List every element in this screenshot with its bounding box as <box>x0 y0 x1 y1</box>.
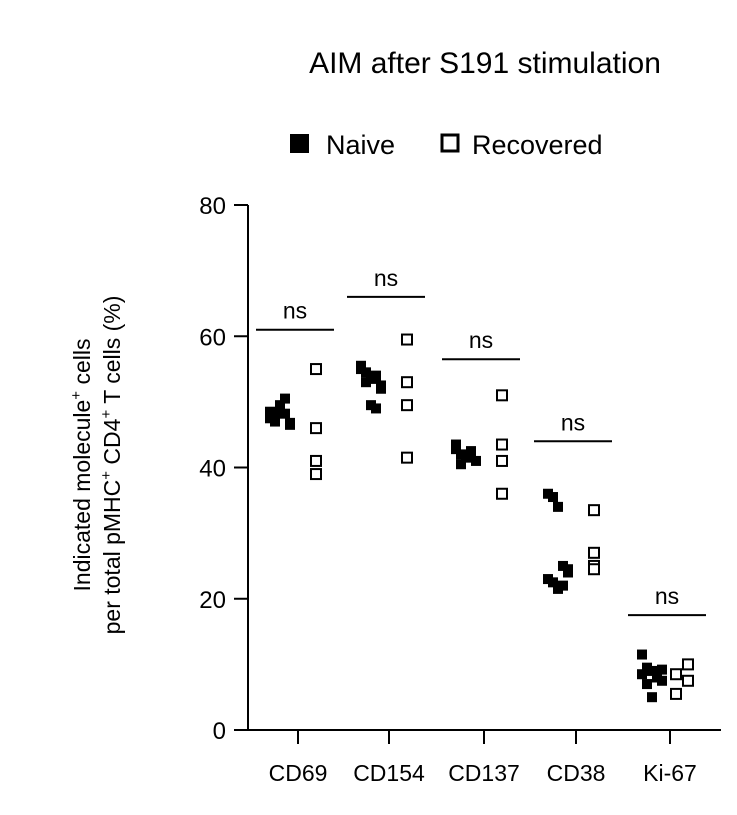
naive-point <box>548 492 558 503</box>
y-axis-label: Indicated molecule+ cells per total pMHC… <box>68 296 125 635</box>
recovered-point <box>496 487 508 500</box>
y-ticks: 0 20 40 60 80 <box>199 193 248 745</box>
naive-point <box>280 393 290 404</box>
naive-point <box>553 501 563 512</box>
recovered-point <box>496 438 508 451</box>
naive-point <box>451 444 461 455</box>
naive-point <box>563 564 573 575</box>
naive-point <box>647 665 657 676</box>
significance-annotations: ns ns ns ns ns <box>256 265 706 617</box>
y-tick-label: 20 <box>199 587 226 614</box>
significance-label: ns <box>655 583 679 609</box>
x-ticks: CD69 CD154 CD137 CD38 Ki-67 <box>269 730 697 786</box>
recovered-point <box>670 668 682 681</box>
recovered-point <box>588 546 600 559</box>
recovered-point <box>682 674 694 687</box>
naive-point <box>647 692 657 703</box>
significance-label: ns <box>469 327 493 353</box>
naive-point <box>637 649 647 660</box>
recovered-point <box>682 658 694 671</box>
naive-point <box>471 455 481 466</box>
naive-point <box>356 364 366 375</box>
naive-point <box>461 450 471 461</box>
x-tick-label: CD154 <box>353 760 425 786</box>
naive-point <box>558 580 568 591</box>
recovered-point <box>401 399 413 412</box>
recovered-point <box>310 468 322 481</box>
recovered-point <box>670 687 682 700</box>
naive-point <box>275 400 285 411</box>
naive-point <box>285 417 295 428</box>
x-tick-label: CD69 <box>269 760 328 786</box>
recovered-point <box>310 454 322 467</box>
naive-point <box>548 577 558 588</box>
significance-label: ns <box>283 298 307 324</box>
recovered-point <box>310 363 322 376</box>
legend-naive-label: Naive <box>326 130 395 160</box>
naive-point <box>637 669 647 680</box>
y-tick-label: 60 <box>199 324 226 351</box>
x-tick-label: CD38 <box>547 760 606 786</box>
legend-naive-marker <box>290 134 309 153</box>
y-tick-label: 40 <box>199 456 226 483</box>
naive-point <box>652 671 662 682</box>
recovered-point <box>401 451 413 464</box>
naive-point <box>265 406 275 417</box>
naive-point <box>361 377 371 388</box>
y-tick-label: 80 <box>199 193 226 220</box>
legend-recovered-marker <box>440 133 460 153</box>
chart-title: AIM after S191 stimulation <box>309 47 661 80</box>
recovered-point <box>401 333 413 346</box>
y-axis-label-line1: Indicated molecule+ cells <box>68 339 95 592</box>
recovered-point <box>588 563 600 576</box>
naive-point <box>642 679 652 690</box>
naive-point <box>657 664 667 675</box>
naive-point <box>371 403 381 414</box>
naive-point <box>456 459 466 470</box>
y-axis-label-line2: per total pMHC+ CD4+ T cells (%) <box>98 296 125 635</box>
y-tick-label: 0 <box>213 718 226 745</box>
data-points <box>265 333 694 703</box>
recovered-point <box>401 376 413 389</box>
x-tick-label: CD137 <box>448 760 520 786</box>
x-tick-label: Ki-67 <box>643 760 697 786</box>
naive-point <box>376 383 386 394</box>
recovered-point <box>496 454 508 467</box>
significance-label: ns <box>561 409 585 435</box>
significance-label: ns <box>374 265 398 291</box>
naive-point <box>371 370 381 381</box>
recovered-point <box>496 389 508 402</box>
legend-recovered-label: Recovered <box>472 130 603 160</box>
legend: Naive Recovered <box>290 130 603 160</box>
naive-point <box>270 416 280 427</box>
recovered-point <box>588 504 600 517</box>
naive-point <box>280 408 290 419</box>
recovered-point <box>310 422 322 435</box>
